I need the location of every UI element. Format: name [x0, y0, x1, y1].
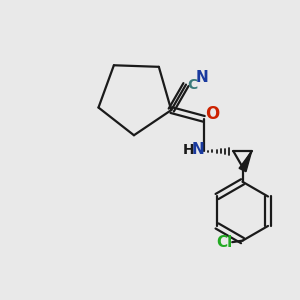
Text: H: H — [183, 143, 194, 157]
Polygon shape — [239, 151, 252, 172]
Text: O: O — [205, 105, 219, 123]
Text: C: C — [188, 78, 198, 92]
Text: N: N — [192, 142, 204, 157]
Text: N: N — [196, 70, 208, 85]
Text: Cl: Cl — [216, 235, 232, 250]
